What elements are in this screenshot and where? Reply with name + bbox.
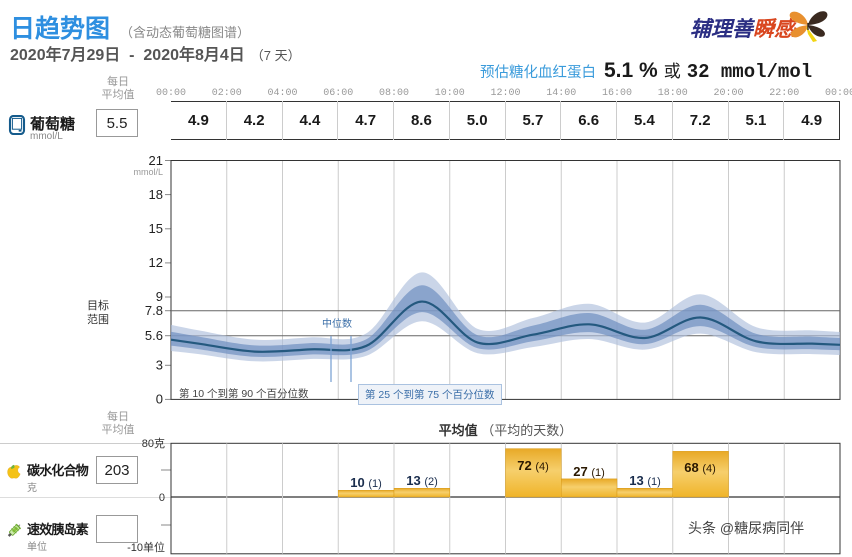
svg-text:13 (1): 13 (1) (629, 473, 661, 488)
svg-text:68 (4): 68 (4) (684, 460, 716, 475)
svg-text:-10单位: -10单位 (127, 540, 165, 554)
svg-text:13 (2): 13 (2) (406, 473, 438, 488)
svg-text:27 (1): 27 (1) (573, 464, 605, 479)
svg-text:80克: 80克 (142, 437, 165, 450)
svg-text:10 (1): 10 (1) (350, 475, 382, 490)
svg-text:0: 0 (159, 492, 165, 504)
svg-text:72 (4): 72 (4) (517, 458, 549, 473)
